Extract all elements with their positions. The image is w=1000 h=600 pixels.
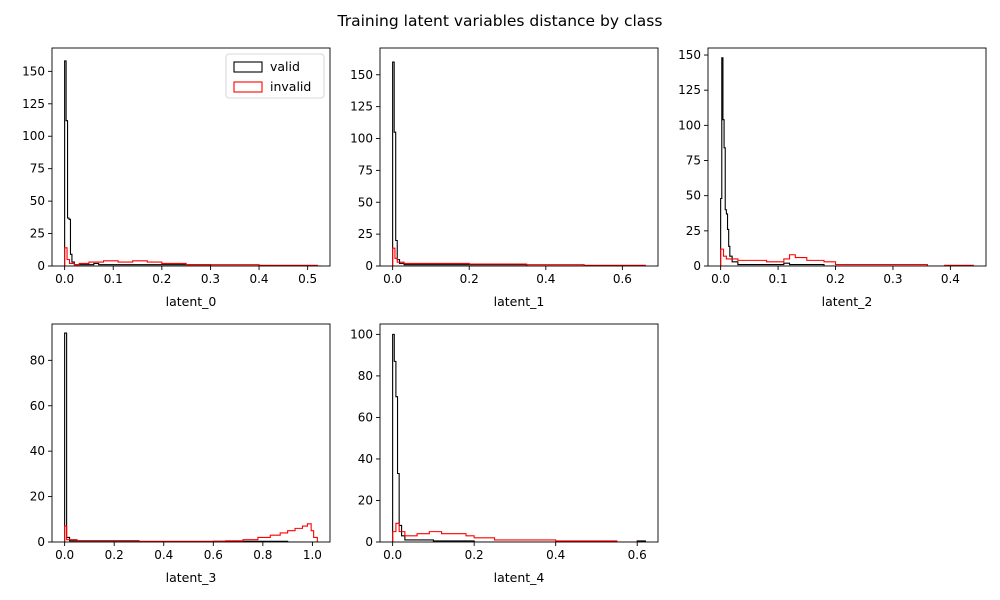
y-tick-label: 60 (30, 399, 45, 413)
y-tick-label: 100 (350, 132, 373, 146)
y-tick-label: 40 (30, 444, 45, 458)
y-tick-label: 100 (350, 327, 373, 341)
x-axis-label: latent_0 (166, 294, 217, 309)
series-invalid-step (392, 247, 646, 266)
x-tick-label: 0.2 (460, 272, 479, 286)
y-tick-label: 75 (30, 162, 45, 176)
axes-frame (51, 47, 331, 267)
series-invalid-step (64, 523, 318, 542)
series-valid-step (720, 57, 974, 266)
y-tick-label: 150 (350, 68, 373, 82)
x-tick-label: 0.8 (253, 548, 272, 562)
subplot-1: 0.0 0.2 0.4 0.6 0 25 50 75 100 125 150 latent_1 (350, 47, 659, 309)
y-tick-label: 0 (37, 535, 45, 549)
x-tick-label: 0.5 (298, 272, 317, 286)
y-tick-label: 80 (30, 353, 45, 367)
x-tick-label: 0.6 (613, 272, 632, 286)
y-tick-label: 0 (365, 259, 373, 273)
series-valid-step (64, 60, 323, 266)
x-axis-label: latent_4 (494, 570, 545, 585)
x-tick-label: 0.0 (711, 272, 730, 286)
y-tick-label: 125 (350, 100, 373, 114)
y-tick-label: 100 (678, 118, 701, 132)
x-tick-label: 0.4 (536, 272, 555, 286)
x-tick-label: 0.2 (465, 548, 484, 562)
y-tick-label: 40 (358, 452, 373, 466)
x-tick-label: 0.0 (55, 272, 74, 286)
y-tick-label: 150 (678, 48, 701, 62)
x-tick-label: 0.4 (249, 272, 268, 286)
y-tick-label: 50 (30, 194, 45, 208)
series-valid-step (392, 333, 646, 542)
legend-swatch-valid (233, 61, 263, 73)
axes-frame (379, 47, 659, 267)
legend-box (225, 53, 325, 99)
series-invalid-step (64, 247, 318, 266)
x-tick-label: 0.6 (204, 548, 223, 562)
subplot-2: 0.0 0.1 0.2 0.3 0.4 0 25 50 75 100 125 150 latent_2 (678, 47, 987, 309)
y-tick-label: 50 (686, 189, 701, 203)
y-tick-label: 50 (358, 195, 373, 209)
figure-title: Training latent variables distance by cl… (337, 12, 663, 30)
y-tick-label: 125 (678, 83, 701, 97)
subplots: 0.0 0.1 0.2 0.3 0.4 0.5 0 25 50 75 100 125 150 latent… (22, 47, 987, 585)
x-tick-label: 0.0 (383, 548, 402, 562)
x-tick-label: 0.1 (104, 272, 123, 286)
y-tick-label: 80 (358, 369, 373, 383)
x-tick-label: 0.3 (201, 272, 220, 286)
x-axis-label: latent_1 (494, 294, 545, 309)
x-tick-label: 0.3 (883, 272, 902, 286)
x-tick-label: 0.2 (152, 272, 171, 286)
legend-label-invalid: invalid (270, 79, 311, 94)
x-tick-label: 0.0 (55, 548, 74, 562)
x-tick-label: 0.4 (941, 272, 960, 286)
axes-frame (51, 323, 331, 543)
y-tick-label: 75 (358, 163, 373, 177)
subplot-0: 0.0 0.1 0.2 0.3 0.4 0.5 0 25 50 75 100 125 150 latent… (22, 47, 331, 309)
y-tick-label: 100 (22, 129, 45, 143)
x-tick-label: 0.4 (546, 548, 565, 562)
x-axis-label: latent_3 (166, 570, 217, 585)
x-tick-label: 0.4 (154, 548, 173, 562)
legend-label-valid: valid (270, 59, 300, 74)
x-tick-label: 0.1 (769, 272, 788, 286)
y-tick-label: 150 (22, 64, 45, 78)
x-tick-label: 1.0 (303, 548, 322, 562)
legend: valid invalid (225, 53, 325, 99)
y-tick-label: 0 (37, 259, 45, 273)
y-tick-label: 25 (358, 227, 373, 241)
axes-frame (379, 323, 659, 543)
x-tick-label: 0.6 (628, 548, 647, 562)
y-tick-label: 20 (358, 493, 373, 507)
x-tick-label: 0.2 (105, 548, 124, 562)
series-invalid-step (392, 522, 646, 542)
x-axis-label: latent_2 (822, 294, 873, 309)
x-tick-label: 0.0 (383, 272, 402, 286)
y-tick-label: 25 (30, 227, 45, 241)
y-tick-label: 25 (686, 224, 701, 238)
y-tick-label: 75 (686, 154, 701, 168)
y-tick-label: 0 (365, 535, 373, 549)
legend-swatch-invalid (233, 81, 263, 93)
subplot-4: 0.0 0.2 0.4 0.6 0 20 40 60 80 100 latent_4 (350, 323, 659, 585)
y-tick-label: 60 (358, 410, 373, 424)
axes-frame (707, 47, 987, 267)
x-tick-label: 0.2 (826, 272, 845, 286)
subplot-3: 0.0 0.2 0.4 0.6 0.8 1.0 0 20 40 60 80 latent_3 (30, 323, 331, 585)
y-tick-label: 0 (693, 259, 701, 273)
y-tick-label: 125 (22, 97, 45, 111)
series-invalid-step (720, 248, 974, 266)
y-tick-label: 20 (30, 490, 45, 504)
